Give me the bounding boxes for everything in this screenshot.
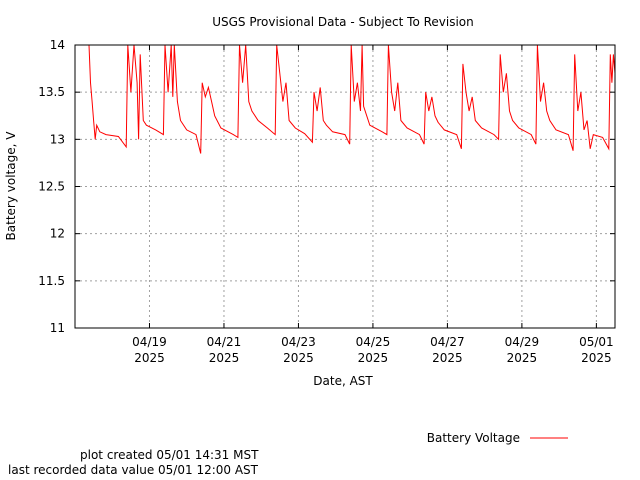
x-tick-label: 04/21 [207,335,242,349]
chart-title: USGS Provisional Data - Subject To Revis… [212,15,474,29]
x-tick-year-label: 2025 [358,351,389,365]
x-tick-label: 04/19 [132,335,167,349]
legend: Battery Voltage [427,431,568,445]
y-tick-label: 13 [50,132,65,146]
x-tick-label: 04/29 [505,335,540,349]
y-axis-ticks: 11 11.5 12 12.5 13 13.5 14 [38,38,615,335]
x-tick-year-label: 2025 [209,351,240,365]
plot-created-note: plot created 05/01 14:31 MST [80,448,259,462]
legend-label: Battery Voltage [427,431,520,445]
series-line-battery-voltage [88,44,616,154]
y-tick-label: 12.5 [38,180,65,194]
y-tick-label: 11 [50,321,65,335]
y-tick-label: 11.5 [38,274,65,288]
x-axis-ticks: 04/19 2025 04/21 2025 04/23 2025 04/25 2025 04/2… [132,45,614,365]
x-tick-year-label: 2025 [507,351,538,365]
last-recorded-note: last recorded data value 05/01 12:00 AST [8,463,258,477]
x-tick-year-label: 2025 [134,351,165,365]
series-group [88,44,616,154]
y-tick-label: 14 [50,38,65,52]
x-tick-label: 04/27 [430,335,465,349]
x-tick-label: 05/01 [579,335,614,349]
x-tick-year-label: 2025 [283,351,314,365]
grid-lines [75,44,615,329]
x-tick-label: 04/23 [281,335,316,349]
x-tick-label: 04/25 [356,335,391,349]
y-tick-label: 12 [50,227,65,241]
x-axis-label: Date, AST [313,374,373,388]
y-axis-label: Battery voltage, V [4,131,18,241]
x-tick-year-label: 2025 [432,351,463,365]
x-tick-year-label: 2025 [581,351,612,365]
y-tick-label: 13.5 [38,85,65,99]
